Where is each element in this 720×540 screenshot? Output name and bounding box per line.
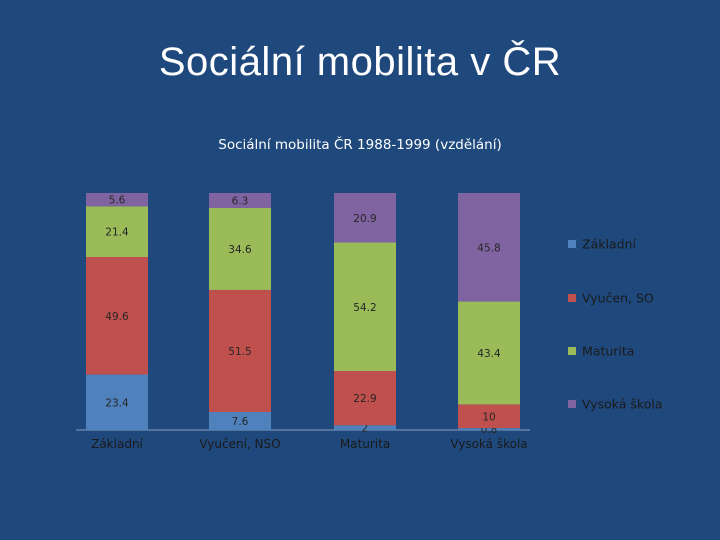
bar-segment-1-2 <box>86 256 148 375</box>
bar-segment-3-1 <box>334 425 396 430</box>
x-tick-label-4: Vysoká škola <box>450 437 527 451</box>
data-label-1-3: 21.4 <box>105 227 129 239</box>
chart-title: Sociální mobilita ČR 1988-1999 (vzdělání… <box>218 135 502 153</box>
x-tick-label-2: Vyučení, NSO <box>199 437 280 451</box>
data-label-2-2: 51.5 <box>228 346 251 358</box>
bar-segment-2-4 <box>209 193 271 208</box>
data-label-3-2: 22.9 <box>353 393 376 405</box>
bar-segment-2-1 <box>209 411 271 430</box>
data-label-2-1: 7.6 <box>232 416 249 428</box>
bar-segment-2-3 <box>209 207 271 290</box>
data-label-1-4: 5.6 <box>109 195 126 207</box>
data-label-3-4: 20.9 <box>353 213 376 225</box>
data-label-2-4: 6.3 <box>232 195 249 207</box>
data-label-1-2: 49.6 <box>105 311 129 323</box>
bar-segment-4-1 <box>458 428 520 430</box>
legend-label-1: Základní <box>582 237 636 252</box>
bar-segment-1-1 <box>86 374 148 430</box>
bar-segment-3-2 <box>334 370 396 426</box>
x-tick-label-3: Maturita <box>340 437 390 451</box>
bar-segment-2-2 <box>209 289 271 412</box>
bar-segment-3-3 <box>334 242 396 371</box>
legend-label-2: Vyučen, SO <box>582 291 654 306</box>
data-label-4-3: 43.4 <box>477 348 501 360</box>
legend-swatch-4 <box>568 400 576 408</box>
legend-swatch-3 <box>568 347 576 355</box>
legend-label-4: Vysoká škola <box>582 397 663 412</box>
legend-label-3: Maturita <box>582 344 634 359</box>
bar-segment-3-4 <box>334 193 396 243</box>
data-label-1-1: 23.4 <box>105 397 129 409</box>
bar-segment-4-4 <box>458 193 520 302</box>
data-label-4-2: 10 <box>482 411 495 423</box>
slide-title: Sociální mobilita v ČR <box>158 40 562 84</box>
legend: Základní Vyučen, SO Maturita Vysoká škola <box>568 237 663 412</box>
x-tick-label-1: Základní <box>91 437 143 451</box>
legend-swatch-2 <box>568 294 576 302</box>
bar-segment-1-3 <box>86 206 148 257</box>
data-label-3-3: 54.2 <box>353 302 376 314</box>
x-tick-labels: Základní Vyučení, NSO Maturita Vysoká škola <box>91 437 528 451</box>
bar-segment-1-4 <box>86 193 148 207</box>
bars-group: 23.4 49.6 21.4 5.6 7.6 51.5 34.6 6.3 2 22.9 54.2 20… <box>86 193 520 436</box>
data-label-3-1: 2 <box>362 423 369 435</box>
bar-segment-4-2 <box>458 404 520 429</box>
data-label-4-4: 45.8 <box>477 242 500 254</box>
data-label-2-3: 34.6 <box>228 244 252 256</box>
legend-swatch-1 <box>568 240 576 248</box>
bar-segment-4-3 <box>458 301 520 405</box>
